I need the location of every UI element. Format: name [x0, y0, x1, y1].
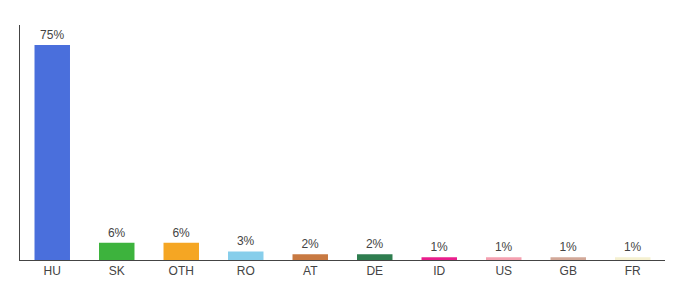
svg-text:1%: 1%: [430, 240, 448, 254]
svg-text:1%: 1%: [624, 240, 642, 254]
svg-text:RO: RO: [237, 264, 255, 278]
svg-text:SK: SK: [109, 264, 125, 278]
svg-text:2%: 2%: [301, 237, 319, 251]
svg-text:AT: AT: [303, 264, 318, 278]
svg-text:HU: HU: [44, 264, 61, 278]
svg-text:FR: FR: [625, 264, 641, 278]
svg-text:ID: ID: [433, 264, 445, 278]
svg-text:DE: DE: [366, 264, 383, 278]
svg-text:OTH: OTH: [169, 264, 194, 278]
svg-text:2%: 2%: [366, 237, 384, 251]
svg-text:1%: 1%: [559, 240, 577, 254]
svg-text:6%: 6%: [172, 226, 190, 240]
svg-text:1%: 1%: [495, 240, 513, 254]
svg-text:3%: 3%: [237, 234, 255, 248]
svg-text:GB: GB: [560, 264, 577, 278]
svg-text:75%: 75%: [40, 28, 64, 42]
svg-text:6%: 6%: [108, 226, 126, 240]
svg-text:US: US: [495, 264, 512, 278]
